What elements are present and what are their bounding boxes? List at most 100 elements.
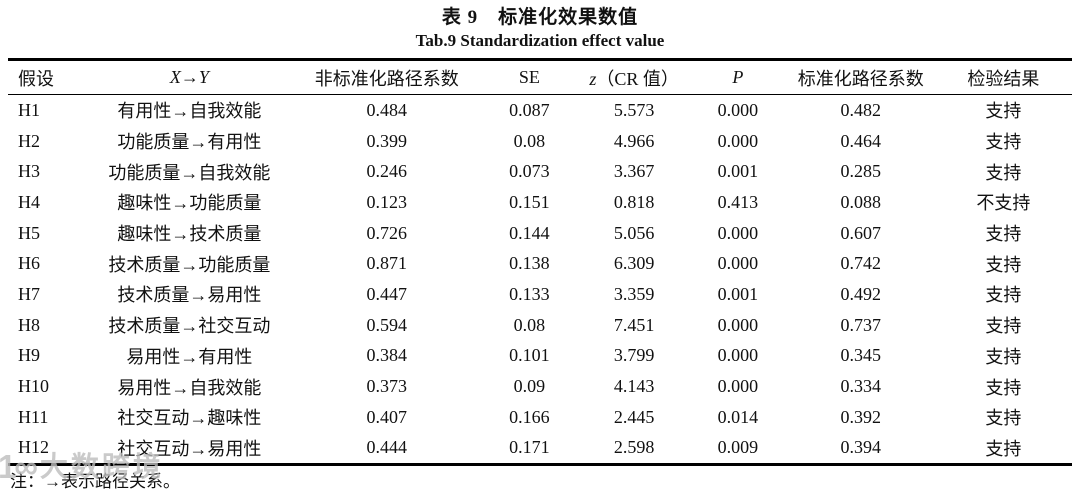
path-y-symbol: Y (198, 67, 209, 87)
cell-unstd: 0.384 (366, 345, 408, 366)
cell-unstd: 0.407 (366, 406, 408, 427)
cell-result: 不支持 (976, 193, 1031, 214)
cell-std: 0.088 (840, 191, 881, 212)
cell-se: 0.171 (509, 437, 550, 458)
cell-z: 3.799 (613, 345, 655, 366)
cell-p: 0.000 (717, 253, 759, 274)
cell-path: 技术质量→功能质量 (108, 254, 271, 275)
cell-p: 0.000 (717, 222, 759, 243)
cell-result: 支持 (985, 162, 1022, 183)
table-row: H3 功能质量→自我效能 0.246 0.073 3.367 0.001 0.285 支持 (8, 156, 1072, 187)
cell-hypothesis: H10 (18, 376, 49, 397)
col-header-standardized-coefficient: 标准化路径系数 (786, 59, 935, 95)
table-row: H4 趣味性→功能质量 0.123 0.151 0.818 0.413 0.088 不支持 (8, 187, 1072, 218)
col-header-path: X→Y (84, 59, 295, 95)
cell-hypothesis: H11 (18, 406, 49, 427)
cell-p: 0.009 (717, 437, 759, 458)
cell-std: 0.392 (840, 406, 881, 427)
cell-z: 3.359 (613, 283, 655, 304)
cell-p: 0.413 (717, 191, 759, 212)
cell-hypothesis: H5 (18, 222, 40, 243)
cell-result: 支持 (985, 101, 1022, 122)
cell-p: 0.001 (717, 161, 759, 182)
table-row: H12 社交互动→易用性 0.444 0.171 2.598 0.009 0.394 支持 (8, 433, 1072, 465)
cell-result: 支持 (985, 408, 1022, 429)
cell-z: 2.445 (613, 406, 655, 427)
cell-unstd: 0.373 (366, 376, 408, 397)
cell-result: 支持 (985, 132, 1022, 153)
cell-z: 4.143 (613, 376, 655, 397)
cell-hypothesis: H7 (18, 283, 40, 304)
cell-se: 0.133 (509, 283, 550, 304)
cell-p: 0.000 (717, 99, 759, 120)
table-row: H7 技术质量→易用性 0.447 0.133 3.359 0.001 0.492 支持 (8, 279, 1072, 310)
cell-hypothesis: H1 (18, 99, 40, 120)
table-row: H11 社交互动→趣味性 0.407 0.166 2.445 0.014 0.392 支持 (8, 402, 1072, 433)
z-symbol: z (589, 68, 597, 89)
table-row: H10 易用性→自我效能 0.373 0.09 4.143 0.000 0.334 支持 (8, 371, 1072, 402)
cell-z: 3.367 (613, 161, 655, 182)
col-header-hypothesis: 假设 (8, 59, 85, 95)
cell-hypothesis: H12 (18, 437, 49, 458)
cr-label: （CR 值） (596, 68, 679, 89)
cell-result: 支持 (985, 316, 1022, 337)
cell-std: 0.482 (840, 99, 881, 120)
cell-path: 功能质量→自我效能 (108, 162, 271, 183)
cell-result: 支持 (985, 285, 1022, 306)
cell-unstd: 0.444 (366, 437, 408, 458)
cell-unstd: 0.399 (366, 130, 408, 151)
cell-hypothesis: H8 (18, 314, 40, 335)
cell-se: 0.138 (509, 253, 550, 274)
cell-unstd: 0.871 (366, 253, 408, 274)
cell-p: 0.000 (717, 130, 759, 151)
table-row: H8 技术质量→社交互动 0.594 0.08 7.451 0.000 0.737 支持 (8, 310, 1072, 341)
cell-p: 0.000 (717, 345, 759, 366)
cell-std: 0.345 (840, 345, 881, 366)
cell-path: 社交互动→易用性 (117, 438, 262, 459)
col-header-p: P (688, 59, 787, 95)
cell-hypothesis: H4 (18, 191, 40, 212)
table-title-chinese: 表 9 标准化效果数值 (441, 7, 639, 28)
cell-p: 0.000 (717, 314, 759, 335)
table-row: H9 易用性→有用性 0.384 0.101 3.799 0.000 0.345 支持 (8, 341, 1072, 372)
cell-std: 0.742 (840, 253, 881, 274)
cell-path: 技术质量→易用性 (117, 285, 262, 306)
cell-result: 支持 (985, 224, 1022, 245)
cell-z: 5.573 (613, 99, 655, 120)
table-title-english: Tab.9 Standardization effect value (415, 31, 665, 50)
header-row: 假设 X→Y 非标准化路径系数 SE z（CR 值） P 标准化路径系数 检验结… (8, 59, 1072, 95)
path-x-symbol: X (169, 67, 181, 87)
cell-path: 易用性→有用性 (126, 346, 253, 367)
cell-unstd: 0.246 (366, 161, 408, 182)
cell-se: 0.151 (509, 191, 550, 212)
cell-p: 0.014 (717, 406, 759, 427)
cell-se: 0.09 (513, 376, 546, 397)
col-header-se: SE (479, 59, 580, 95)
cell-path: 技术质量→社交互动 (108, 316, 271, 337)
cell-se: 0.08 (513, 314, 546, 335)
cell-std: 0.285 (840, 161, 881, 182)
table-row: H5 趣味性→技术质量 0.726 0.144 5.056 0.000 0.607 支持 (8, 218, 1072, 249)
cell-unstd: 0.123 (366, 191, 408, 212)
cell-se: 0.08 (513, 130, 546, 151)
cell-path: 有用性→自我效能 (117, 101, 262, 122)
cell-path: 趣味性→功能质量 (117, 193, 262, 214)
standardization-effect-table: 假设 X→Y 非标准化路径系数 SE z（CR 值） P 标准化路径系数 检验结… (8, 58, 1072, 467)
cell-path: 易用性→自我效能 (117, 377, 262, 398)
cell-path: 功能质量→有用性 (117, 132, 262, 153)
col-header-test-result: 检验结果 (934, 59, 1072, 95)
cell-hypothesis: H9 (18, 345, 40, 366)
cell-unstd: 0.726 (366, 222, 408, 243)
cell-se: 0.101 (509, 345, 550, 366)
cell-z: 6.309 (613, 253, 655, 274)
cell-se: 0.073 (509, 161, 550, 182)
cell-result: 支持 (985, 438, 1022, 459)
cell-std: 0.334 (840, 376, 881, 397)
cell-z: 5.056 (613, 222, 655, 243)
cell-se: 0.087 (509, 99, 550, 120)
path-arrow: → (180, 67, 199, 87)
col-header-z-cr: z（CR 值） (579, 59, 689, 95)
cell-unstd: 0.594 (366, 314, 408, 335)
cell-result: 支持 (985, 254, 1022, 275)
